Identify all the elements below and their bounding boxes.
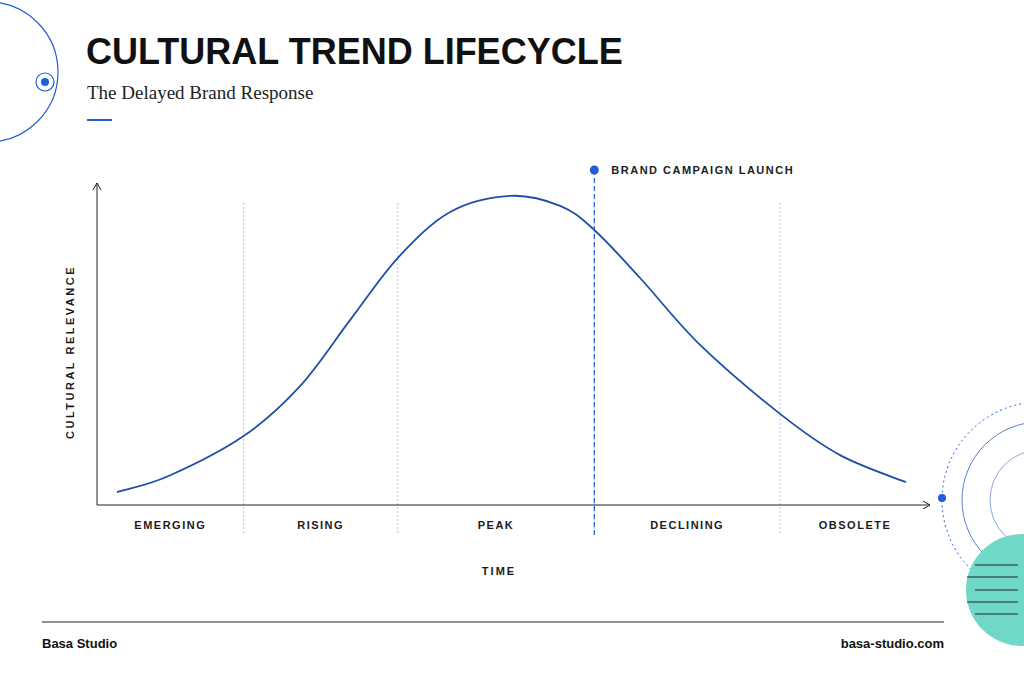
deco-line — [975, 589, 1018, 590]
subtitle: The Delayed Brand Response — [87, 82, 313, 103]
deco-dot — [41, 78, 49, 86]
deco-circle — [0, 2, 58, 142]
accent-line — [87, 119, 112, 121]
trend-curve — [117, 196, 906, 492]
phase-label: PEAK — [478, 519, 515, 531]
deco-teal — [966, 534, 1024, 646]
deco-ring — [36, 73, 54, 91]
footer-left: Basa Studio — [42, 636, 117, 651]
deco-line — [967, 601, 1018, 602]
phase-label: OBSOLETE — [819, 519, 892, 531]
deco-line — [967, 576, 1018, 577]
y-axis — [97, 183, 98, 505]
footer-rule — [42, 622, 944, 623]
phase-label: EMERGING — [134, 519, 206, 531]
phase-divider — [397, 203, 398, 535]
launch-dot — [590, 166, 599, 175]
x-arrow — [923, 501, 930, 509]
deco-dot — [938, 494, 946, 502]
launch-line — [594, 170, 595, 535]
phase-label: DECLINING — [650, 519, 724, 531]
x-axis-title: TIME — [482, 565, 516, 577]
phase-divider — [243, 203, 244, 535]
title: CULTURAL TREND LIFECYCLE — [86, 31, 623, 72]
annotation: BRAND CAMPAIGN LAUNCH — [611, 164, 794, 176]
footer-right: basa-studio.com — [841, 636, 944, 651]
page: CULTURAL TREND LIFECYCLE The Delayed Bran… — [0, 0, 1024, 683]
y-axis-title: CULTURAL RELEVANCE — [64, 265, 76, 439]
phase-label: RISING — [297, 519, 344, 531]
plot-marks — [117, 196, 906, 492]
deco-line — [975, 564, 1018, 565]
deco-line — [975, 613, 1018, 614]
x-axis — [97, 505, 930, 506]
phase-divider — [780, 203, 781, 535]
y-arrow — [93, 183, 101, 190]
